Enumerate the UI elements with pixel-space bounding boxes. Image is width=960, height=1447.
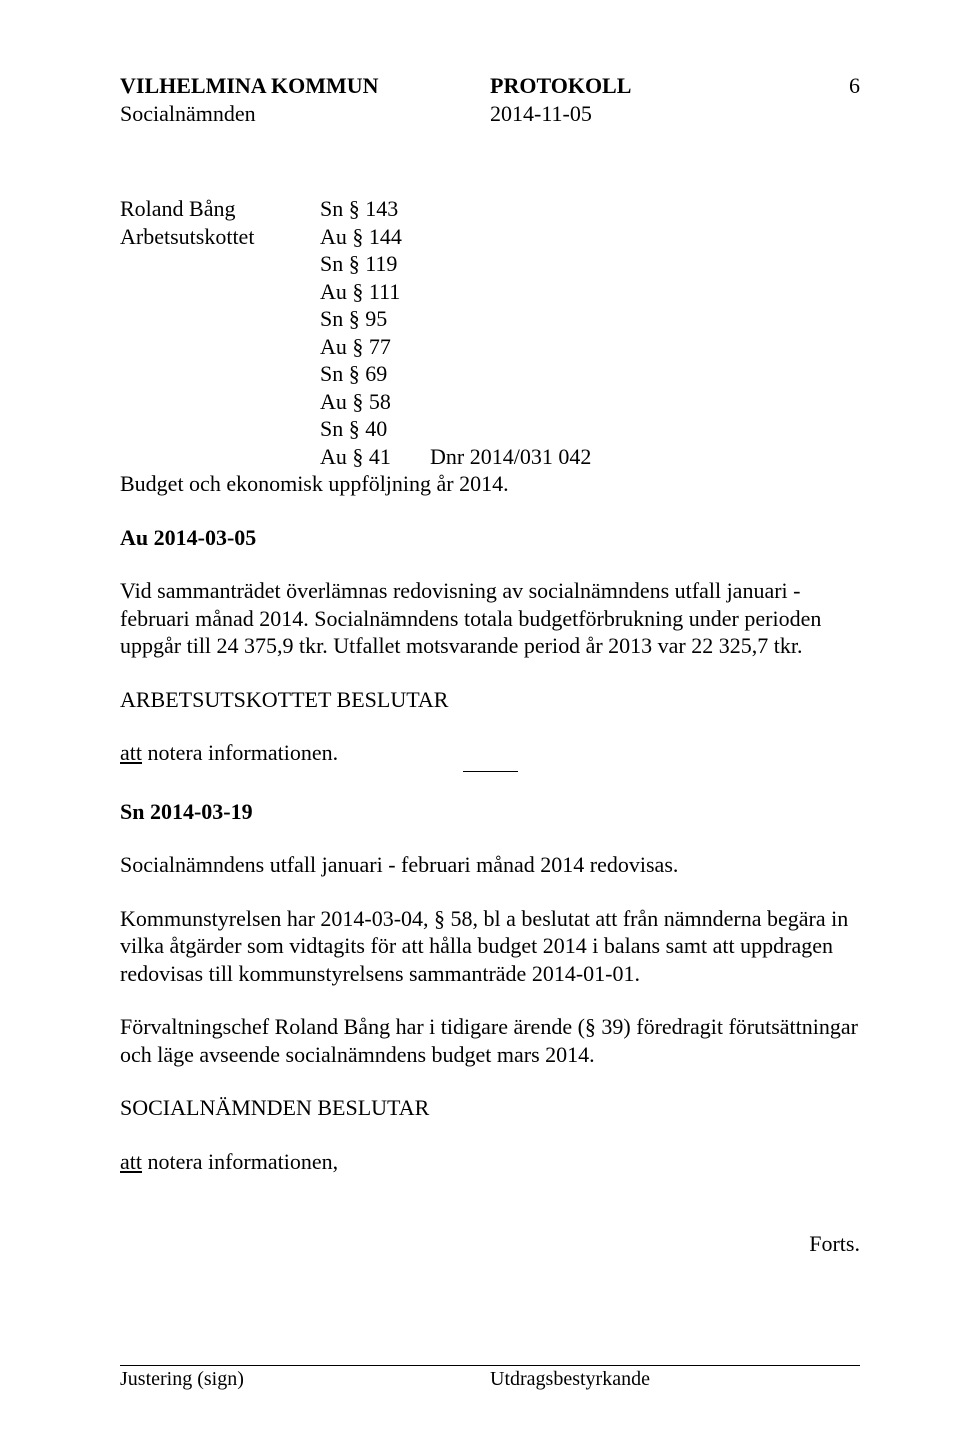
dist-row: Au § 58: [120, 388, 860, 416]
dnr-row: Au § 41 Dnr 2014/031 042: [120, 443, 860, 471]
section-heading: Sn 2014-03-19: [120, 798, 860, 826]
dist-name: [120, 305, 320, 333]
dist-ref: Au § 144: [320, 223, 430, 251]
dist-row: Roland Bång Sn § 143: [120, 195, 860, 223]
dist-name: [120, 360, 320, 388]
decision-rest: notera informationen.: [142, 740, 338, 765]
decides-label: ARBETSUTSKOTTET BESLUTAR: [120, 686, 860, 714]
dist-row: Sn § 40: [120, 415, 860, 443]
dist-row: Sn § 119: [120, 250, 860, 278]
dist-row: Sn § 69: [120, 360, 860, 388]
paragraph: Kommunstyrelsen har 2014-03-04, § 58, bl…: [120, 905, 860, 988]
dist-name: Arbetsutskottet: [120, 223, 320, 251]
header-doc-type: PROTOKOLL: [490, 72, 786, 100]
dist-name: [120, 388, 320, 416]
decision-rest: notera informationen,: [142, 1149, 338, 1174]
paragraph: Socialnämndens utfall januari - februari…: [120, 851, 860, 879]
dist-ref: Sn § 40: [320, 415, 430, 443]
decision-line: att notera informationen.: [120, 739, 860, 767]
footer-rule: [120, 1365, 860, 1366]
section-heading: Au 2014-03-05: [120, 524, 860, 552]
decision-att: att: [120, 740, 142, 765]
footer-right: Utdragsbestyrkande: [490, 1368, 860, 1391]
continuation-label: Forts.: [120, 1231, 860, 1257]
page: VILHELMINA KOMMUN PROTOKOLL 6 Socialnämn…: [0, 0, 960, 1447]
header-row-2: Socialnämnden 2014-11-05: [120, 100, 860, 128]
decision-line: att notera informationen,: [120, 1148, 860, 1176]
dnr-text: Dnr 2014/031 042: [430, 443, 860, 471]
dist-ref: Sn § 143: [320, 195, 430, 223]
footer: Justering (sign) Utdragsbestyrkande: [120, 1365, 860, 1391]
dist-row: Au § 111: [120, 278, 860, 306]
dist-name: Roland Bång: [120, 195, 320, 223]
decision-att: att: [120, 1149, 142, 1174]
dist-name: [120, 250, 320, 278]
dist-name: [120, 443, 320, 471]
dist-name: [120, 415, 320, 443]
doc-title: Budget och ekonomisk uppföljning år 2014…: [120, 470, 860, 498]
dist-name: [120, 278, 320, 306]
paragraph: Förvaltningschef Roland Bång har i tidig…: [120, 1013, 860, 1068]
dist-ref: Sn § 119: [320, 250, 430, 278]
footer-left: Justering (sign): [120, 1368, 490, 1391]
header-row-1: VILHELMINA KOMMUN PROTOKOLL 6: [120, 72, 860, 100]
header-date: 2014-11-05: [490, 100, 786, 128]
dist-ref: Sn § 69: [320, 360, 430, 388]
dist-ref: Au § 41: [320, 443, 430, 471]
dist-ref: Au § 58: [320, 388, 430, 416]
footer-row: Justering (sign) Utdragsbestyrkande: [120, 1368, 860, 1391]
distribution-block: Roland Bång Sn § 143 Arbetsutskottet Au …: [120, 195, 860, 498]
decides-label: SOCIALNÄMNDEN BESLUTAR: [120, 1094, 860, 1122]
header-board: Socialnämnden: [120, 100, 490, 128]
header-org: VILHELMINA KOMMUN: [120, 72, 490, 100]
dist-row: Arbetsutskottet Au § 144: [120, 223, 860, 251]
dist-row: Au § 77: [120, 333, 860, 361]
section-divider: [463, 771, 518, 772]
header-page-num: 6: [786, 72, 860, 100]
dist-ref: Sn § 95: [320, 305, 430, 333]
dist-row: Sn § 95: [120, 305, 860, 333]
dist-ref: Au § 111: [320, 278, 430, 306]
dist-ref: Au § 77: [320, 333, 430, 361]
dist-name: [120, 333, 320, 361]
paragraph: Vid sammanträdet överlämnas redovisning …: [120, 577, 860, 660]
